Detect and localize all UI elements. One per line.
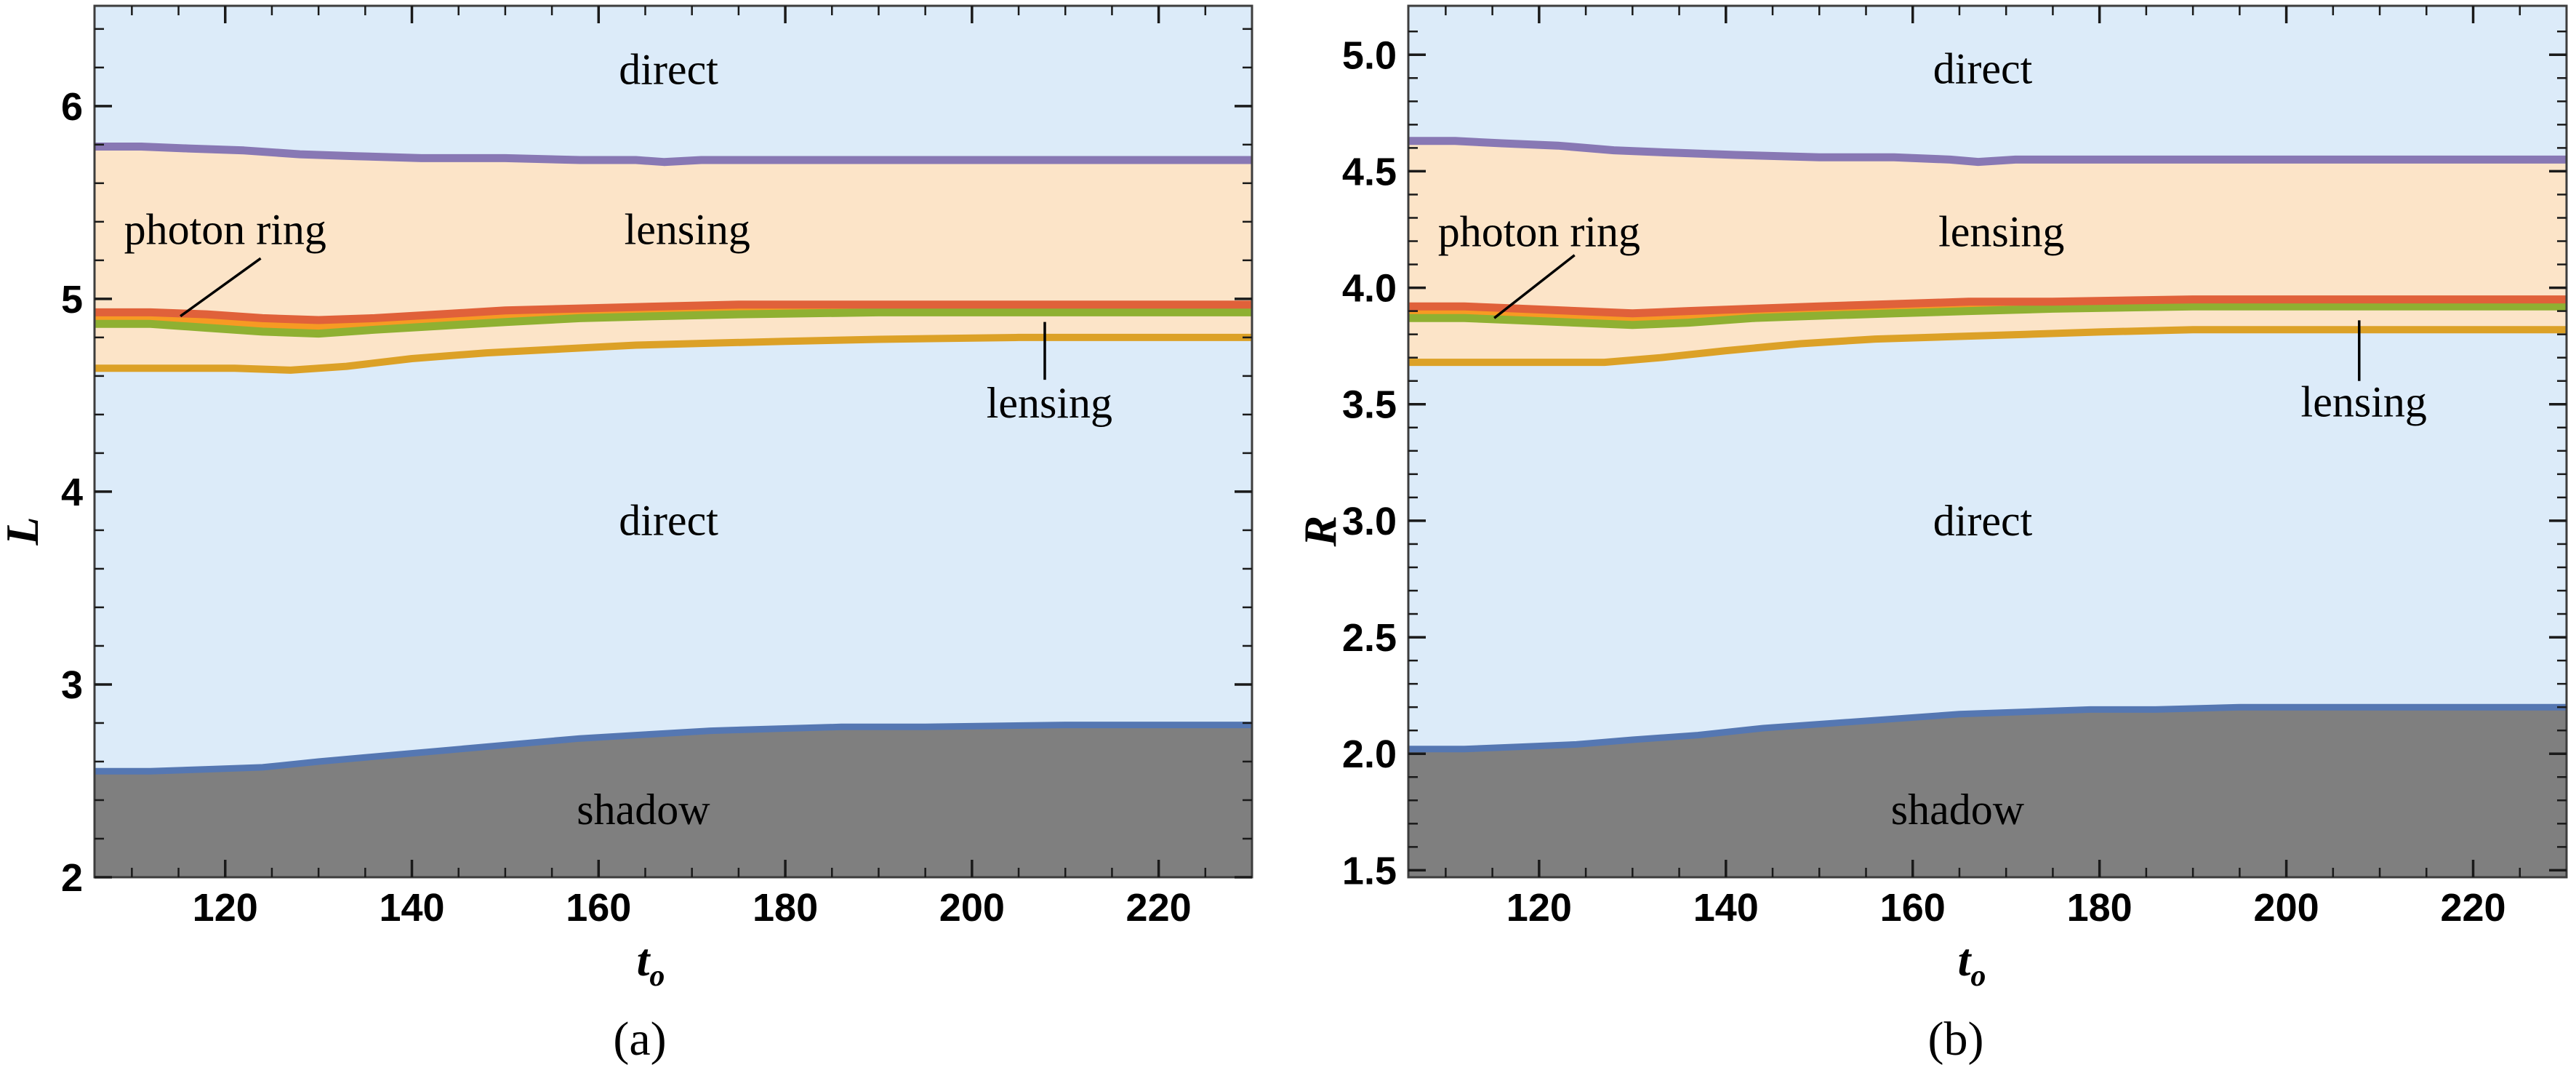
region-lensing-upper [1408,140,2567,314]
photon-ring-pointer [180,257,262,318]
y-tick-label: 2.5 [1342,616,1397,660]
label-lensing-upper: lensing [625,205,750,253]
x-axis-label-b: to [1899,937,2045,999]
y-axis-label-b: R [1294,515,1346,547]
label-direct-lower: direct [619,497,718,545]
plot-frame-a [93,4,1253,879]
region-direct-upper [1408,6,2567,162]
y-tick-label: 4.0 [1342,267,1397,311]
region-direct-upper [95,6,1252,162]
x-axis-label-a-subscript: o [649,959,665,993]
region-direct-lower [1408,330,2567,749]
x-tick-label: 140 [1693,886,1759,930]
region-direct-lower [95,337,1252,772]
label-shadow: shadow [1891,786,2025,834]
label-lensing-lower: lensing [987,379,1112,427]
y-axis-label-a: L [0,516,48,546]
y-tick-label: 4.5 [1342,150,1397,193]
label-direct-lower: direct [1933,497,2033,545]
y-tick-label: 2 [61,856,83,900]
x-tick-label: 180 [2067,886,2132,930]
x-tick-label: 120 [193,886,258,930]
curve-photon-ring-inner-edge [1408,302,2567,330]
x-tick-label: 180 [753,886,818,930]
label-direct-upper: direct [619,45,718,93]
y-tick-label: 5 [61,278,83,322]
x-tick-label: 200 [939,886,1005,930]
x-tick-label: 160 [566,886,631,930]
curve-lensing-inner-edge [95,333,1252,374]
y-tick-label: 5.0 [1342,33,1397,77]
y-tick-label: 6 [61,85,83,129]
x-tick-label: 140 [379,886,444,930]
x-axis-label-b-base: t [1957,934,1971,986]
photon-ring-pointer [1493,254,1576,319]
caption-b: (b) [1927,1013,1984,1066]
x-tick-label: 120 [1506,886,1572,930]
region-lensing-upper [95,146,1252,320]
label-direct-upper: direct [1933,44,2033,92]
curve-photon-ring-outer-edge [95,300,1252,324]
curve-lensing-inner-edge [1408,326,2567,367]
y-tick-label: 3 [61,663,83,707]
x-tick-label: 160 [1880,886,1946,930]
y-tick-label: 2.0 [1342,732,1397,776]
label-photon-ring: photon ring [124,205,326,253]
plot-frame-b [1407,4,2568,879]
label-shadow: shadow [577,786,710,834]
panel-b: 120 140 160 180 200 220 1.5 2.0 2.5 3.0 3.5 4.0 4.5 5… [1342,4,2568,930]
curve-lensing-outer-edge [95,143,1252,167]
label-lensing-lower: lensing [2301,378,2427,426]
y-tick-label: 4 [61,471,83,514]
x-tick-label: 220 [1126,886,1192,930]
x-axis-label-b-subscript: o [1970,959,1986,993]
y-tick-label: 1.5 [1342,849,1397,893]
caption-a: (a) [613,1013,667,1066]
y-tick-label: 3.5 [1342,383,1397,427]
region-shadow [1408,707,2567,877]
curve-shadow-boundary [1408,703,2567,753]
y-tick-label: 3.0 [1342,500,1397,543]
label-lensing-upper: lensing [1938,208,2064,256]
x-tick-label: 200 [2254,886,2319,930]
curve-lensing-outer-edge [1408,137,2567,167]
curve-shadow-boundary [95,722,1252,775]
x-axis-label-a-base: t [636,934,650,986]
region-shadow [95,724,1252,877]
x-axis-label-a: to [578,937,723,999]
curve-photon-ring-inner-edge [95,308,1252,338]
x-tick-label: 220 [2440,886,2505,930]
panel-a: 120 140 160 180 200 220 2 3 4 5 6 direct lensing phot… [61,4,1253,930]
label-photon-ring: photon ring [1438,208,1640,256]
curve-photon-ring-outer-edge [1408,295,2567,318]
